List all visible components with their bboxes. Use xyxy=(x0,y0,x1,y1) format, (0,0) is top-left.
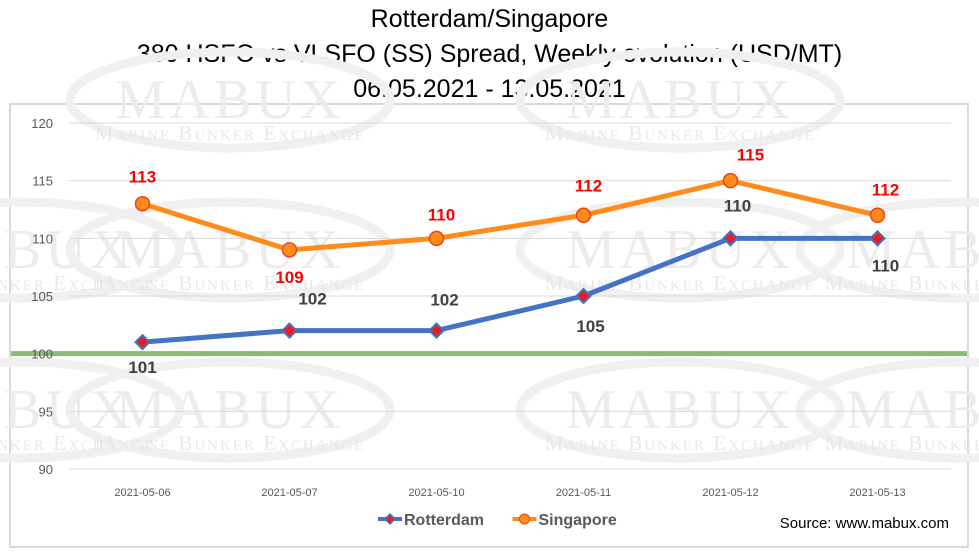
x-tick-label: 2021-05-12 xyxy=(702,487,758,499)
watermark-brand: MABUX xyxy=(846,219,979,281)
watermark-brand: MABUX xyxy=(116,379,344,441)
y-tick-label: 110 xyxy=(32,231,53,246)
data-point xyxy=(869,207,886,224)
watermark-swoosh xyxy=(0,357,185,463)
watermark-swoosh xyxy=(0,197,185,303)
watermark-swoosh xyxy=(65,47,395,153)
watermark-tagline: Marine Bunker Exchange xyxy=(545,121,816,145)
y-tick-label: 115 xyxy=(32,174,53,189)
chart-title-line-1: Rotterdam/Singapore xyxy=(370,5,609,33)
x-tick-label: 2021-05-07 xyxy=(261,487,317,499)
data-point xyxy=(134,195,151,212)
y-tick-label: 100 xyxy=(31,347,53,362)
data-point xyxy=(575,287,592,305)
watermark-swoosh xyxy=(65,357,395,463)
data-point xyxy=(134,333,151,351)
watermark-swoosh xyxy=(65,197,395,303)
data-point xyxy=(428,322,445,340)
chart-title-line-3: 06.05.2021 - 13.05.2021 xyxy=(353,75,626,103)
watermark-swoosh xyxy=(795,357,979,463)
data-label: 113 xyxy=(129,168,156,187)
legend-marker xyxy=(383,512,397,526)
legend: Rotterdam Singapore xyxy=(378,512,617,529)
data-label: 105 xyxy=(576,317,604,336)
data-label: 109 xyxy=(275,268,303,287)
y-tick-label: 120 xyxy=(31,116,53,131)
data-label: 115 xyxy=(737,146,764,165)
series-line-singapore xyxy=(140,178,880,253)
x-tick-label: 2021-05-06 xyxy=(114,487,170,499)
watermark-tagline: Marine Bunker Exchange xyxy=(0,271,155,295)
watermark-brand: MABUX xyxy=(116,69,344,131)
watermark-brand: MABUX xyxy=(566,379,794,441)
watermark-swoosh xyxy=(515,357,845,463)
data-label: 101 xyxy=(128,358,156,377)
y-tick-label: 95 xyxy=(39,404,53,419)
data-label: 102 xyxy=(430,291,458,310)
watermark-tagline: Marine Bunker Exchange xyxy=(545,431,816,455)
watermark-brand: MABUX xyxy=(566,219,794,281)
data-point xyxy=(281,322,298,340)
watermark-brand: MABUX xyxy=(846,379,979,441)
watermark-tagline: Marine Bunker Exchange xyxy=(545,271,816,295)
x-tick-label: 2021-05-11 xyxy=(556,487,611,499)
axes: 90 95 100 105 110 115 120 2021-05-06 2021-05-07 2… xyxy=(31,116,905,499)
series-line-rotterdam xyxy=(140,235,880,345)
x-tick-label: 2021-05-10 xyxy=(408,487,464,499)
y-tick-label: 90 xyxy=(39,462,53,477)
watermark-tagline: Marine Bunker Exchange xyxy=(825,431,979,455)
data-point xyxy=(869,229,886,247)
watermark-brand: MABUX xyxy=(566,69,794,131)
data-point xyxy=(722,229,739,247)
data-point xyxy=(722,172,739,189)
series-layer xyxy=(134,172,886,351)
data-point xyxy=(428,230,445,247)
data-label: 110 xyxy=(724,196,751,215)
data-label: 112 xyxy=(575,176,602,195)
watermark-tagline: Marine Bunker Exchange xyxy=(0,431,155,455)
watermark-brand: MABUX xyxy=(0,379,134,441)
chart-area xyxy=(9,103,969,548)
data-label: 102 xyxy=(298,290,326,309)
x-tick-label: 2021-05-13 xyxy=(849,487,905,499)
y-tick-label: 105 xyxy=(31,289,53,304)
source-note: Source: www.mabux.com xyxy=(779,515,949,532)
watermark-swoosh xyxy=(515,47,845,153)
watermark-tagline: Marine Bunker Exchange xyxy=(825,271,979,295)
data-label: 110 xyxy=(428,205,455,224)
watermark-swoosh xyxy=(795,197,979,303)
legend-label: Rotterdam xyxy=(404,512,484,529)
legend-marker xyxy=(519,513,530,525)
legend-label: Singapore xyxy=(539,512,617,529)
data-point xyxy=(575,207,592,224)
data-point xyxy=(281,242,298,258)
data-label: 110 xyxy=(872,256,899,275)
watermark-brand: MABUX xyxy=(0,219,134,281)
watermark-swoosh xyxy=(515,197,845,303)
data-label: 112 xyxy=(872,180,899,199)
watermark-tagline: Marine Bunker Exchange xyxy=(95,121,366,145)
data-labels: 101 102 102 105 110 110 113 109 110 112 115 112 xyxy=(128,146,899,377)
